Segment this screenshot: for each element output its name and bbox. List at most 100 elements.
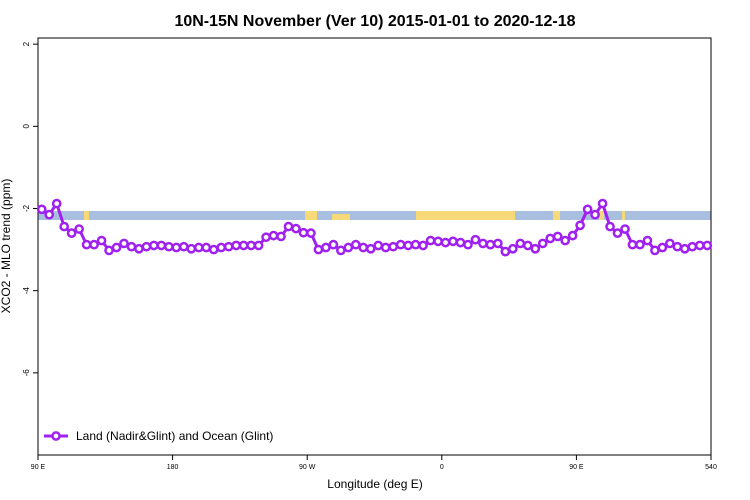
data-point [560, 235, 571, 246]
data-point [81, 239, 92, 250]
data-point [403, 240, 413, 251]
data-point [208, 244, 219, 255]
legend-label: Land (Nadir&Glint) and Ocean (Glint) [76, 429, 273, 443]
data-point [350, 239, 361, 250]
data-point [395, 239, 406, 250]
data-point [448, 236, 458, 247]
y-axis-label: XCO2 - MLO trend (ppm) [0, 179, 13, 314]
data-point [493, 238, 503, 249]
data-point [672, 241, 683, 252]
data-point [507, 243, 518, 254]
data-point [642, 235, 653, 246]
data-point [238, 240, 249, 251]
land-band [599, 211, 604, 220]
data-point [268, 230, 279, 241]
data-point [156, 240, 167, 251]
data-point [552, 231, 563, 242]
data-point [306, 228, 316, 238]
land-band [84, 211, 89, 220]
data-point [66, 228, 77, 238]
data-point [515, 238, 526, 249]
data-point [253, 240, 264, 251]
data-point [36, 204, 47, 215]
data-point [291, 223, 301, 234]
data-point [388, 241, 399, 252]
data-point [119, 238, 129, 249]
data-point [328, 239, 339, 250]
data-point [343, 242, 354, 253]
data-point [51, 198, 62, 209]
legend-marker [51, 431, 61, 441]
data-point [336, 245, 346, 256]
data-point [410, 239, 421, 250]
data-point [373, 240, 384, 251]
surface-band [38, 211, 711, 220]
data-point [433, 236, 443, 247]
data-point [694, 240, 705, 251]
data-point [313, 244, 324, 255]
data-point [620, 224, 630, 234]
data-point [500, 246, 511, 257]
data-point [44, 209, 55, 220]
x-tick-label: 540 [705, 464, 717, 471]
data-point [178, 241, 189, 252]
data-point [702, 240, 713, 251]
data-point [545, 233, 556, 244]
y-tick-label: -2 [22, 204, 31, 212]
data-point [530, 243, 541, 254]
data-point [425, 235, 436, 246]
data-point [141, 241, 152, 252]
data-point [231, 240, 242, 251]
data-point [590, 209, 600, 220]
data-point [455, 237, 466, 248]
ocean-band [38, 211, 711, 220]
data-point [111, 242, 122, 253]
data-point [687, 241, 698, 252]
data-point [261, 232, 271, 243]
data-point [59, 221, 70, 232]
chart-title: 10N-15N November (Ver 10) 2015-01-01 to … [174, 13, 575, 30]
data-point [96, 235, 107, 246]
y-tick-label: -4 [22, 287, 31, 295]
data-point [627, 239, 638, 250]
data-point [193, 242, 204, 253]
data-point [365, 243, 376, 254]
data-point [418, 240, 428, 251]
data-point [485, 239, 496, 250]
data-point [216, 242, 227, 253]
data-point [298, 227, 309, 238]
data-point [575, 220, 585, 231]
data-point [89, 239, 99, 250]
data-point [283, 221, 294, 232]
data-point [223, 241, 234, 252]
data-point [567, 230, 578, 241]
data-point [149, 240, 159, 251]
data-point [612, 228, 623, 238]
data-point [201, 242, 212, 253]
data-point [380, 242, 391, 253]
land-band [553, 211, 560, 220]
land-band [332, 214, 350, 220]
data-point [126, 241, 137, 252]
data-point [665, 238, 675, 249]
data-point [478, 238, 488, 249]
x-tick-label: 0 [440, 464, 444, 471]
data-point [440, 237, 451, 248]
data-point [679, 243, 690, 254]
data-point [597, 198, 608, 209]
x-tick-label: 90 E [569, 464, 584, 471]
data-point [582, 204, 593, 215]
land-band [305, 211, 317, 220]
y-tick-label: 2 [22, 41, 31, 46]
data-point [463, 239, 473, 250]
land-band [622, 211, 625, 220]
data-point [657, 242, 668, 253]
data-point [171, 242, 182, 253]
x-tick-label: 90 E [31, 464, 46, 471]
x-tick-label: 180 [167, 464, 179, 471]
data-point [164, 241, 174, 252]
data-point [321, 242, 331, 253]
data-point [104, 245, 114, 256]
